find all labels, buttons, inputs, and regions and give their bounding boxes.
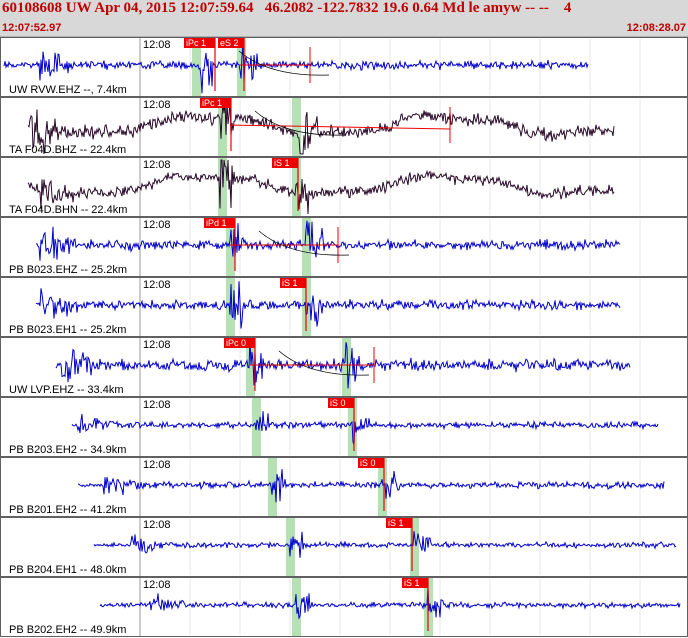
- minute-label: 12:08: [143, 459, 171, 471]
- minute-label: 12:08: [143, 219, 171, 231]
- minute-label: 12:08: [143, 279, 171, 291]
- channel-label: PB B023.EH1 -- 25.2km: [9, 324, 126, 336]
- phase-pick[interactable]: iS 0: [328, 398, 355, 451]
- pick-flag[interactable]: [218, 38, 244, 48]
- seismic-trace: [93, 531, 677, 558]
- seismic-trace: [71, 411, 659, 446]
- arrival-band: [378, 458, 387, 516]
- channel-label: TA F04D.BHZ -- 22.4km: [9, 144, 126, 156]
- minute-label: 12:08: [143, 339, 171, 351]
- pick-flag[interactable]: [358, 458, 384, 468]
- phase-pick[interactable]: iPd 1: [204, 218, 236, 271]
- minute-label: 12:08: [143, 99, 171, 111]
- channel-label: UW RVW.EHZ --, 7.4km: [9, 84, 127, 96]
- pick-label: iS 1: [388, 518, 404, 528]
- phase-pick[interactable]: iPc 1: [184, 38, 216, 91]
- decay-curve: [258, 230, 350, 256]
- pick-label: iS 1: [404, 578, 420, 588]
- pick-flag[interactable]: [328, 398, 354, 408]
- pick-flag[interactable]: [280, 278, 306, 288]
- phase-pick[interactable]: iPc 0: [224, 338, 256, 391]
- channel-label: PB B023.EHZ -- 25.2km: [9, 264, 127, 276]
- waveform-panel[interactable]: 12:08 iPc 1 eS 2 UW RVW.EHZ --, 7.4km 12:08 i…: [0, 37, 688, 638]
- channel-label: TA F04D.BHN -- 22.4km: [9, 204, 127, 216]
- coda-line: [229, 124, 451, 130]
- event-title: 60108608 UW Apr 04, 2015 12:07:59.64 46.…: [2, 0, 572, 16]
- channel-label: UW LVP.EHZ -- 33.4km: [9, 384, 124, 396]
- pick-label: iPc 1: [186, 38, 206, 48]
- minute-label: 12:08: [143, 159, 171, 171]
- arrival-band: [246, 338, 255, 396]
- arrival-band: [218, 98, 227, 156]
- arrival-band: [410, 518, 419, 576]
- phase-pick[interactable]: iS 1: [386, 518, 413, 571]
- pick-flag[interactable]: [204, 218, 235, 228]
- seismic-trace: [55, 339, 631, 389]
- pick-flag[interactable]: [224, 338, 255, 348]
- pick-flag[interactable]: [272, 158, 298, 168]
- pick-label: iPc 1: [202, 98, 222, 108]
- pick-label: iPc 0: [226, 338, 246, 348]
- phase-pick[interactable]: iS 1: [272, 158, 299, 211]
- pick-flag[interactable]: [184, 38, 215, 48]
- pick-label: eS 2: [220, 38, 239, 48]
- pick-label: iS 0: [330, 398, 346, 408]
- seismic-trace: [35, 281, 621, 329]
- arrival-band: [302, 218, 311, 276]
- window-end-time: 12:08:28.07: [626, 22, 686, 34]
- arrival-band: [342, 338, 351, 396]
- window-start-time: 12:07:52.97: [2, 22, 62, 34]
- minute-label: 12:08: [143, 519, 171, 531]
- decay-curve: [254, 110, 346, 136]
- pick-label: iS 1: [282, 278, 298, 288]
- seismic-trace: [27, 159, 615, 215]
- channel-label: PB B201.EH2 -- 41.2km: [9, 504, 126, 516]
- pick-label: iS 1: [274, 158, 290, 168]
- arrival-band: [292, 158, 301, 216]
- phase-pick[interactable]: iS 1: [280, 278, 307, 331]
- seismic-trace: [99, 587, 681, 620]
- pick-flag[interactable]: [200, 98, 231, 108]
- pick-label: iS 0: [360, 458, 376, 468]
- pick-flag[interactable]: [386, 518, 412, 528]
- phase-pick[interactable]: iS 1: [402, 578, 429, 631]
- event-header-bar: 60108608 UW Apr 04, 2015 12:07:59.64 46.…: [0, 0, 688, 37]
- seismic-trace: [27, 99, 615, 155]
- pick-label: iPd 1: [206, 218, 227, 228]
- arrival-band: [292, 98, 301, 156]
- channel-label: PB B203.EH2 -- 34.9km: [9, 444, 126, 456]
- decay-curve: [238, 50, 330, 76]
- minute-label: 12:08: [143, 579, 171, 591]
- channel-label: PB B204.EH1 -- 48.0km: [9, 564, 126, 576]
- phase-pick[interactable]: eS 2: [218, 38, 245, 91]
- decay-curve: [278, 350, 370, 376]
- channel-label: PB B202.EH2 -- 49.9km: [9, 624, 126, 636]
- seismic-trace: [3, 41, 589, 94]
- seismic-trace: [77, 469, 665, 503]
- minute-label: 12:08: [143, 39, 171, 51]
- arrival-band: [226, 218, 235, 276]
- pick-flag[interactable]: [402, 578, 428, 588]
- minute-label: 12:08: [143, 399, 171, 411]
- phase-pick[interactable]: iS 0: [358, 458, 385, 511]
- seismic-trace: [35, 220, 621, 261]
- phase-pick[interactable]: iPc 1: [200, 98, 232, 151]
